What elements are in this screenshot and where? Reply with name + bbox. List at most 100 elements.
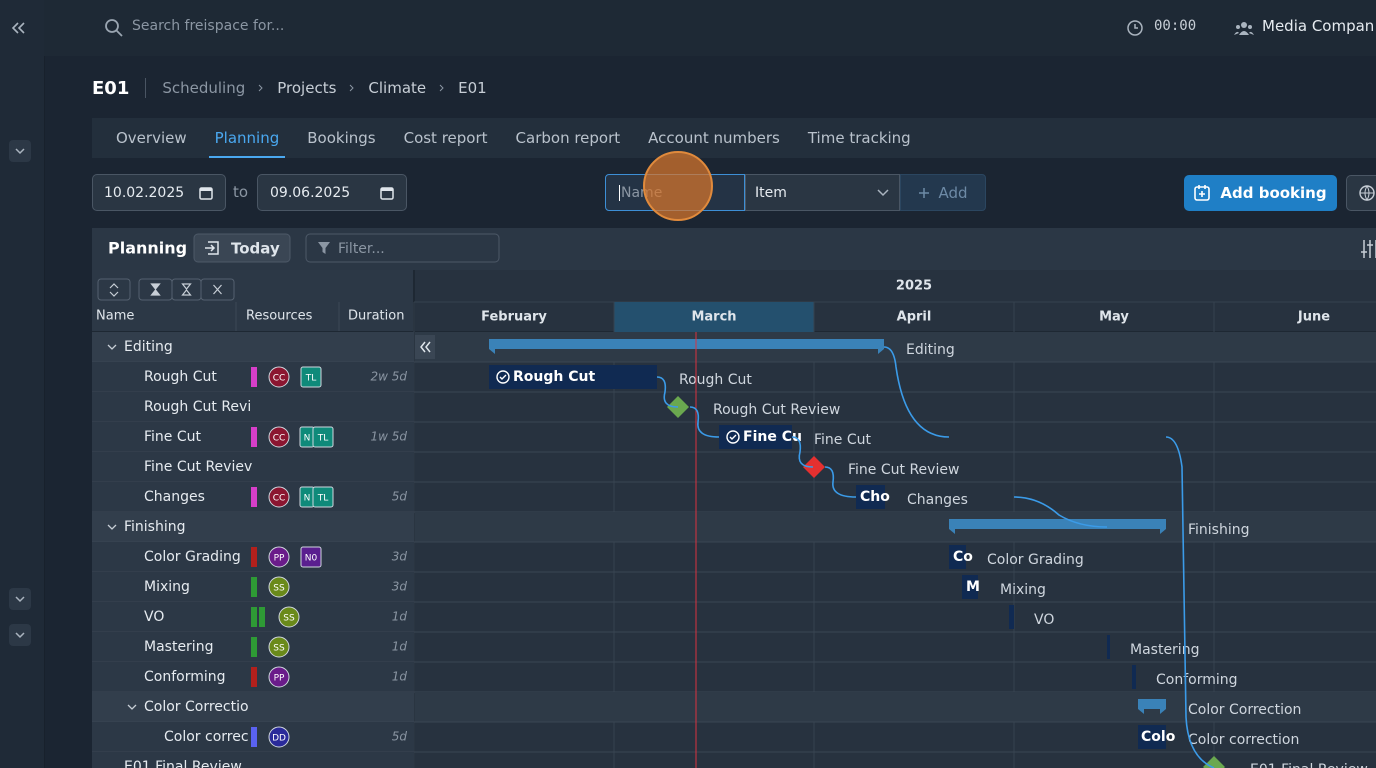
settings-icon[interactable] — [1361, 240, 1376, 258]
task-bar[interactable] — [949, 545, 966, 569]
task-name[interactable]: VO — [144, 609, 164, 625]
task-bar[interactable] — [1132, 665, 1136, 689]
top-bar: Search freispace for... 00:00 Media Comp… — [44, 0, 1376, 56]
today-text: Today — [231, 240, 280, 258]
avatar — [278, 606, 300, 628]
resource-color — [251, 427, 257, 447]
duration: 1d — [392, 670, 408, 684]
task-name[interactable]: Finishing — [124, 519, 186, 535]
separator — [350, 84, 355, 92]
resource-color — [259, 607, 265, 627]
tab[interactable]: Planning — [208, 118, 285, 158]
task-name[interactable]: Mastering — [144, 639, 213, 655]
task-bar[interactable] — [489, 365, 657, 389]
collapse-sidebar[interactable] — [0, 0, 44, 56]
milestone[interactable] — [803, 456, 825, 478]
rows: Editing Editing Rough Cut CC TL 2w 5d Rough Cu… — [92, 332, 1376, 768]
task-name[interactable]: Changes — [144, 489, 205, 505]
avatar-initials: CC — [273, 374, 286, 384]
filter-input[interactable] — [305, 233, 500, 263]
tab[interactable]: Time tracking — [807, 129, 911, 147]
team-icon — [1234, 22, 1254, 35]
task-bar[interactable] — [962, 575, 978, 599]
tab[interactable]: Bookings — [307, 129, 376, 147]
task-name[interactable]: Conforming — [144, 669, 226, 685]
bar-label: Mastering — [1130, 642, 1199, 658]
globe-button[interactable] — [1346, 175, 1376, 211]
bar-text: Rough Cut — [513, 369, 595, 385]
add-booking-button[interactable]: Add booking — [1184, 175, 1337, 211]
avatar-initials: DD — [272, 734, 286, 744]
task-name[interactable]: Color Correctio — [144, 699, 249, 715]
task-name[interactable]: Color correc — [164, 729, 249, 745]
avatar-initials: PP — [274, 554, 285, 564]
expand-button[interactable] — [9, 140, 31, 162]
task-bar[interactable] — [1107, 635, 1110, 659]
row-background — [92, 332, 414, 362]
column-header: Resources — [246, 309, 313, 324]
expand-chevron[interactable] — [107, 524, 117, 530]
add-button[interactable]: Add — [900, 174, 986, 211]
bar-label: Fine Cut Review — [848, 462, 959, 478]
column-header: Name — [96, 309, 134, 324]
avatar — [312, 486, 334, 508]
task-bar[interactable] — [1009, 605, 1014, 629]
avatar — [300, 546, 322, 568]
row-background — [92, 692, 414, 722]
tree-button[interactable] — [97, 278, 131, 301]
avatar-initials: TL — [305, 374, 317, 384]
organization[interactable]: Media Compan — [1262, 17, 1375, 35]
tab[interactable]: Overview — [116, 129, 187, 147]
task-bar[interactable] — [719, 425, 792, 449]
date-to[interactable]: 09.06.2025 — [257, 174, 407, 211]
expand-chevron[interactable] — [127, 704, 137, 710]
avatar — [268, 366, 290, 388]
task-name[interactable]: Fine Cut — [144, 429, 202, 445]
date-text: 10.02.2025 — [104, 184, 185, 201]
timer[interactable]: 00:00 — [1154, 18, 1197, 34]
task-name[interactable]: Rough Cut — [144, 369, 217, 385]
tab[interactable]: Carbon report — [515, 129, 621, 147]
breadcrumb-item[interactable]: E01 — [458, 79, 487, 97]
duration: 1w 5d — [370, 430, 407, 444]
task-name[interactable]: E01 Final Review — [124, 759, 242, 768]
resource-color — [251, 667, 257, 687]
duration: 2w 5d — [370, 370, 407, 384]
calendar-plus-icon — [1194, 185, 1211, 201]
task-name[interactable]: Mixing — [144, 579, 190, 595]
task-name[interactable]: Color Grading — [144, 549, 241, 565]
expand-button[interactable] — [9, 624, 31, 646]
bar-text: Co — [953, 549, 973, 565]
collapse-grid[interactable] — [415, 335, 435, 359]
today-button[interactable] — [193, 233, 291, 263]
task-name[interactable]: Fine Cut Reviev — [144, 459, 252, 475]
task-name[interactable]: Rough Cut Revi — [144, 399, 251, 415]
tab[interactable]: Cost report — [403, 129, 488, 147]
task-bar[interactable] — [1138, 725, 1166, 749]
dependency — [1013, 496, 1108, 528]
date-from[interactable]: 10.02.2025 — [92, 174, 226, 211]
resource-color — [251, 607, 257, 627]
breadcrumb-item[interactable]: Scheduling — [162, 79, 246, 97]
tree-button-icon — [109, 283, 119, 297]
tabs: Overview Planning Bookings Cost report Carbo… — [92, 118, 1376, 158]
expand-button[interactable] — [9, 588, 31, 610]
avatar — [268, 546, 290, 568]
avatar-initials: PP — [274, 674, 285, 684]
resource-color — [251, 727, 257, 747]
expand-chevron[interactable] — [107, 344, 117, 350]
avatar — [268, 726, 290, 748]
breadcrumb-item[interactable]: Climate — [368, 79, 427, 97]
duration: 1d — [392, 640, 408, 654]
clock-icon — [1127, 20, 1143, 36]
task-bar[interactable] — [856, 485, 885, 509]
breadcrumb-item[interactable]: Projects — [277, 79, 337, 97]
item-select[interactable]: Item — [745, 174, 900, 211]
month-label: May — [1099, 310, 1129, 325]
tab[interactable]: Account numbers — [648, 129, 780, 147]
resource-color — [251, 577, 257, 597]
dependency — [791, 436, 814, 468]
done-icon — [499, 374, 507, 380]
search-input[interactable]: Search freispace for... — [132, 18, 285, 34]
task-name[interactable]: Editing — [124, 339, 173, 355]
